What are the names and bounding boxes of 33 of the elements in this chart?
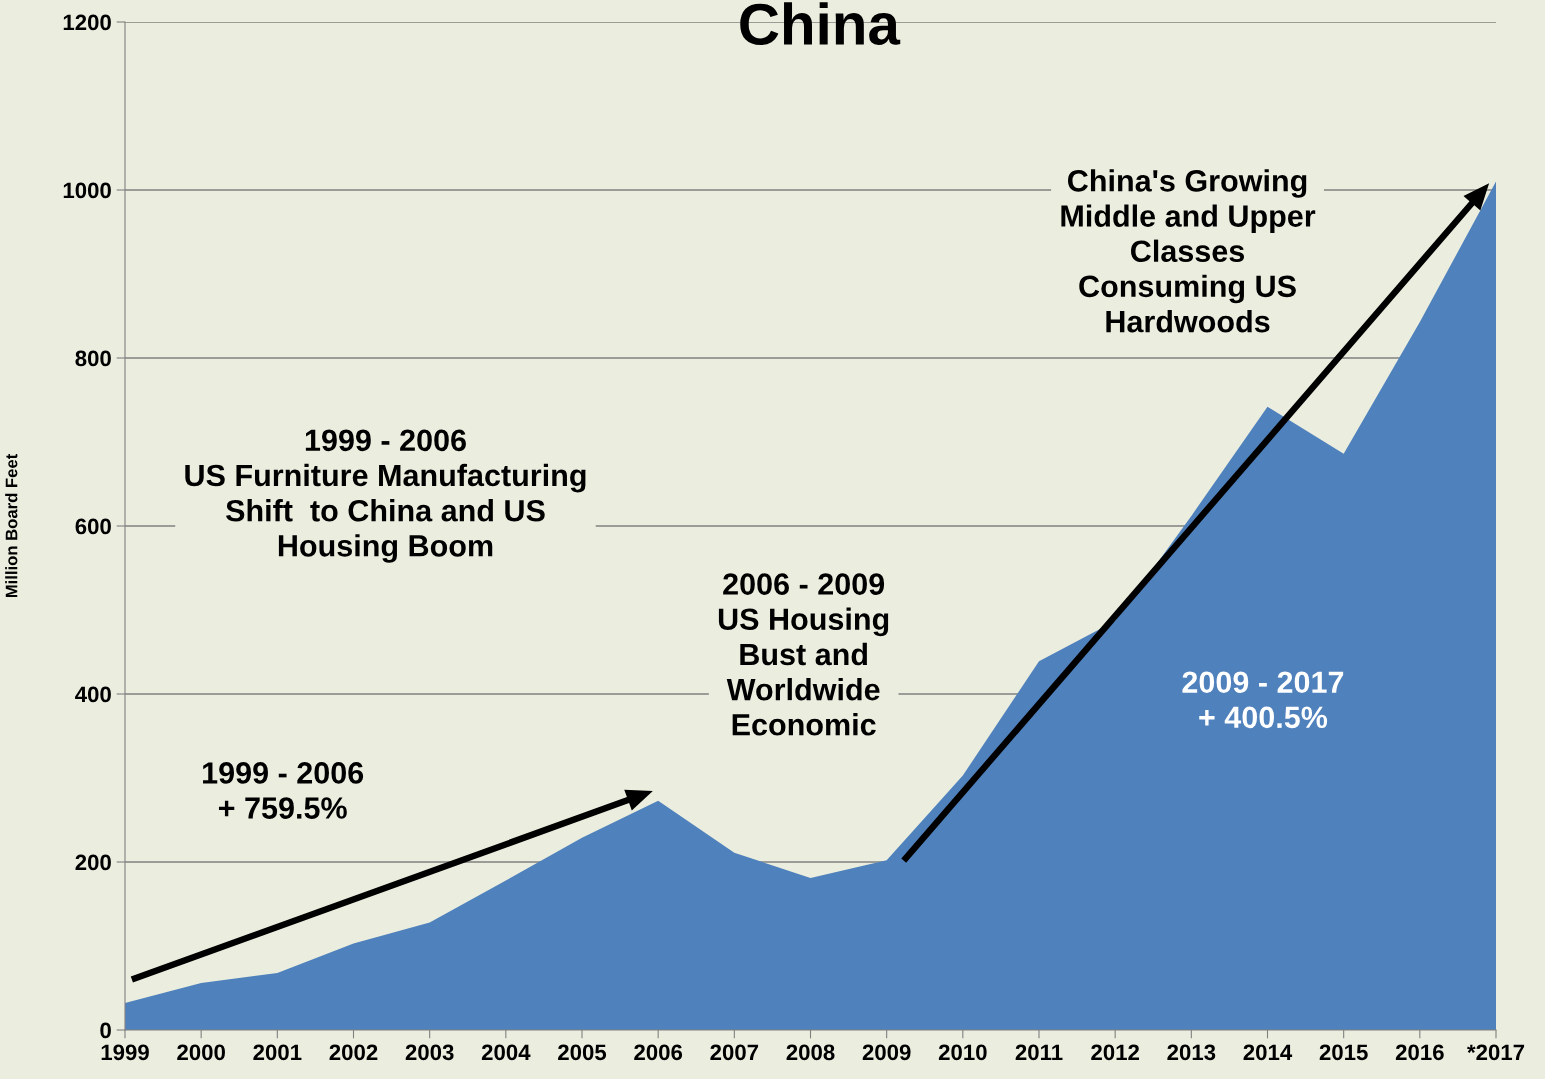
annotation: 1999 - 2006 + 759.5% [203, 762, 364, 819]
annotation: 1999 - 2006 US Furniture Manufacturing Shift to China and US Housing Boom [185, 429, 586, 563]
y-tick-label: 400 [75, 686, 111, 703]
y-tick-label: 0 [100, 1022, 111, 1039]
x-tick-label: 2004 [481, 1044, 531, 1061]
x-tick-label: 2000 [177, 1044, 225, 1061]
x-tick-label: 2006 [634, 1044, 683, 1061]
x-tick-label: 2014 [1243, 1044, 1293, 1061]
y-axis-title: Million Board Feet [5, 453, 18, 598]
x-tick-label: 2003 [405, 1044, 454, 1061]
x-tick-label: 2009 [862, 1044, 911, 1061]
x-tick-label: 2015 [1319, 1044, 1368, 1061]
annotation: 2006 - 2009 US Housing Bust and Worldwide Economic [718, 573, 889, 736]
annotation: China's Growing Middle and Upper Classes Consuming US Hardwoods [1061, 169, 1316, 333]
x-tick-label: 2007 [710, 1044, 759, 1061]
x-tick-label: 2012 [1091, 1044, 1139, 1061]
y-tick-label: 800 [75, 350, 111, 367]
x-tick-label: 2013 [1167, 1044, 1216, 1061]
x-tick-label: 2016 [1395, 1044, 1444, 1061]
x-tick-label: 1999 [101, 1044, 149, 1061]
x-tick-label: 2010 [938, 1044, 987, 1061]
y-tick-label: 1200 [63, 14, 111, 31]
chart-title: China [740, 2, 901, 46]
x-tick-label: 2011 [1015, 1044, 1063, 1061]
x-tick-label: 2002 [329, 1044, 378, 1061]
y-tick-label: 200 [75, 854, 111, 871]
y-tick-label: 1000 [63, 182, 111, 199]
x-tick-label: 2008 [786, 1044, 835, 1061]
y-tick-label: 600 [75, 518, 111, 535]
annotation: 2009 - 2017 + 400.5% [1182, 671, 1344, 729]
x-tick-label: 2001 [253, 1044, 302, 1061]
x-tick-label: *2017 [1467, 1044, 1525, 1061]
x-tick-label: 2005 [558, 1044, 607, 1061]
